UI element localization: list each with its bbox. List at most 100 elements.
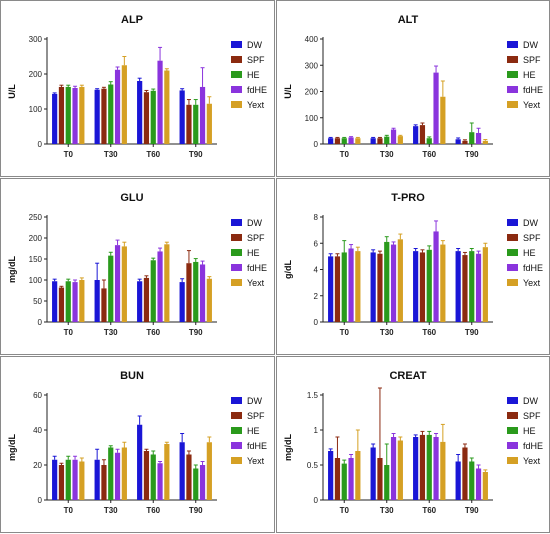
bar-spf-t90 — [186, 454, 192, 500]
y-tick-label: 0.5 — [307, 461, 319, 470]
bar-fdhe-t0 — [348, 458, 354, 500]
legend-label-yext: Yext — [523, 456, 541, 466]
legend-label-fdhe: fdHE — [523, 263, 543, 273]
bar-yext-t60 — [164, 70, 170, 144]
bar-dw-t30 — [94, 459, 100, 500]
y-tick-label: 1 — [314, 426, 319, 435]
bar-he-t30 — [384, 136, 390, 144]
bar-he-t60 — [150, 454, 156, 500]
legend-swatch-dw — [507, 219, 518, 226]
legend-label-dw: DW — [523, 396, 538, 406]
bar-spf-t30 — [377, 138, 383, 144]
y-tick-label: 1.5 — [307, 391, 319, 400]
legend-label-dw: DW — [523, 218, 538, 228]
y-tick-label: 0 — [314, 140, 319, 149]
bar-yext-t60 — [440, 244, 446, 322]
bar-he-t90 — [193, 261, 199, 322]
bar-yext-t0 — [79, 280, 85, 322]
legend-label-yext: Yext — [247, 100, 265, 110]
legend-label-yext: Yext — [247, 278, 265, 288]
x-tick-label: T90 — [189, 328, 203, 337]
y-tick-label: 20 — [33, 461, 42, 470]
legend-swatch-dw — [507, 397, 518, 404]
bar-spf-t90 — [462, 447, 468, 500]
legend-label-dw: DW — [247, 40, 262, 50]
chart-panel-alt: ALT U/L 0 100 200 300 400 T0 T30 T60 T90 DW SPF HE fdH… — [276, 0, 550, 177]
bar-he-t30 — [384, 465, 390, 500]
bar-fdhe-t30 — [114, 245, 121, 322]
bar-fdhe-t30 — [390, 437, 397, 500]
chart-title: GLU — [120, 192, 143, 204]
bar-he-t30 — [384, 241, 390, 322]
bar-dw-t90 — [455, 139, 461, 144]
legend-swatch-fdhe — [507, 86, 518, 93]
x-tick-label: T0 — [340, 328, 350, 337]
y-axis-label: mg/dL — [7, 256, 17, 283]
y-tick-label: 150 — [29, 255, 43, 264]
bar-he-t0 — [341, 463, 347, 500]
bar-yext-t0 — [79, 461, 85, 500]
bar-spf-t30 — [101, 465, 107, 500]
bar-he-t90 — [469, 461, 475, 500]
legend-swatch-spf — [231, 412, 242, 419]
bar-yext-t0 — [355, 451, 361, 500]
chart-panel-creat: CREAT mg/dL 0 0.5 1 1.5 T0 T30 T60 T90 DW SPF HE fdHE… — [276, 356, 550, 533]
bar-he-t60 — [426, 138, 432, 144]
legend-swatch-spf — [507, 56, 518, 63]
bar-yext-t0 — [355, 251, 361, 322]
legend-label-dw: DW — [523, 40, 538, 50]
legend-swatch-yext — [507, 279, 518, 286]
bar-he-t0 — [341, 138, 347, 144]
bar-spf-t60 — [419, 125, 426, 144]
x-tick-label: T60 — [146, 328, 160, 337]
chart-svg-creat: CREAT mg/dL 0 0.5 1 1.5 T0 T30 T60 T90 DW SPF HE fdHE… — [283, 370, 543, 515]
chart-svg-bun: BUN mg/dL 0 20 40 60 T0 T30 T60 T90 DW SPF HE fdHE Yex… — [7, 370, 267, 515]
bar-he-t60 — [150, 260, 156, 322]
legend-label-dw: DW — [247, 218, 262, 228]
bar-dw-t60 — [413, 251, 419, 322]
bar-fdhe-t90 — [199, 86, 206, 144]
y-tick-label: 0 — [38, 496, 43, 505]
bar-dw-t90 — [179, 90, 185, 144]
x-tick-label: T30 — [380, 328, 394, 337]
bar-fdhe-t90 — [199, 264, 206, 322]
y-tick-label: 300 — [29, 35, 43, 44]
legend-label-yext: Yext — [523, 100, 541, 110]
y-tick-label: 200 — [29, 70, 43, 79]
bar-he-t0 — [341, 252, 347, 322]
bar-spf-t30 — [101, 288, 107, 322]
x-tick-label: T60 — [422, 506, 436, 515]
y-tick-label: 300 — [305, 61, 319, 70]
x-tick-label: T0 — [340, 150, 350, 159]
y-tick-label: 200 — [29, 234, 43, 243]
bar-spf-t0 — [58, 465, 65, 500]
x-tick-label: T90 — [189, 506, 203, 515]
bar-he-t90 — [193, 468, 199, 500]
x-tick-label: T90 — [189, 150, 203, 159]
bar-dw-t90 — [179, 442, 185, 500]
legend-label-he: HE — [523, 70, 536, 80]
bar-fdhe-t30 — [114, 452, 121, 500]
legend-swatch-dw — [231, 397, 242, 404]
bar-he-t0 — [65, 281, 71, 322]
chart-title: BUN — [120, 370, 144, 382]
y-axis-label: mg/dL — [283, 434, 293, 461]
bar-yext-t30 — [121, 447, 127, 500]
chart-title: ALT — [398, 14, 419, 26]
bar-yext-t0 — [79, 86, 85, 144]
x-tick-label: T90 — [465, 328, 479, 337]
legend-label-fdhe: fdHE — [247, 441, 267, 451]
legend-swatch-dw — [507, 41, 518, 48]
legend-label-fdhe: fdHE — [523, 85, 543, 95]
y-tick-label: 50 — [33, 297, 42, 306]
legend-label-spf: SPF — [247, 55, 265, 65]
y-tick-label: 2 — [314, 292, 319, 301]
bar-fdhe-t90 — [475, 132, 482, 144]
bar-dw-t30 — [370, 252, 376, 322]
bar-spf-t0 — [334, 458, 341, 500]
bar-dw-t0 — [328, 451, 334, 500]
chart-title: T-PRO — [391, 192, 425, 204]
legend-swatch-yext — [231, 457, 242, 464]
bar-spf-t90 — [186, 263, 192, 322]
